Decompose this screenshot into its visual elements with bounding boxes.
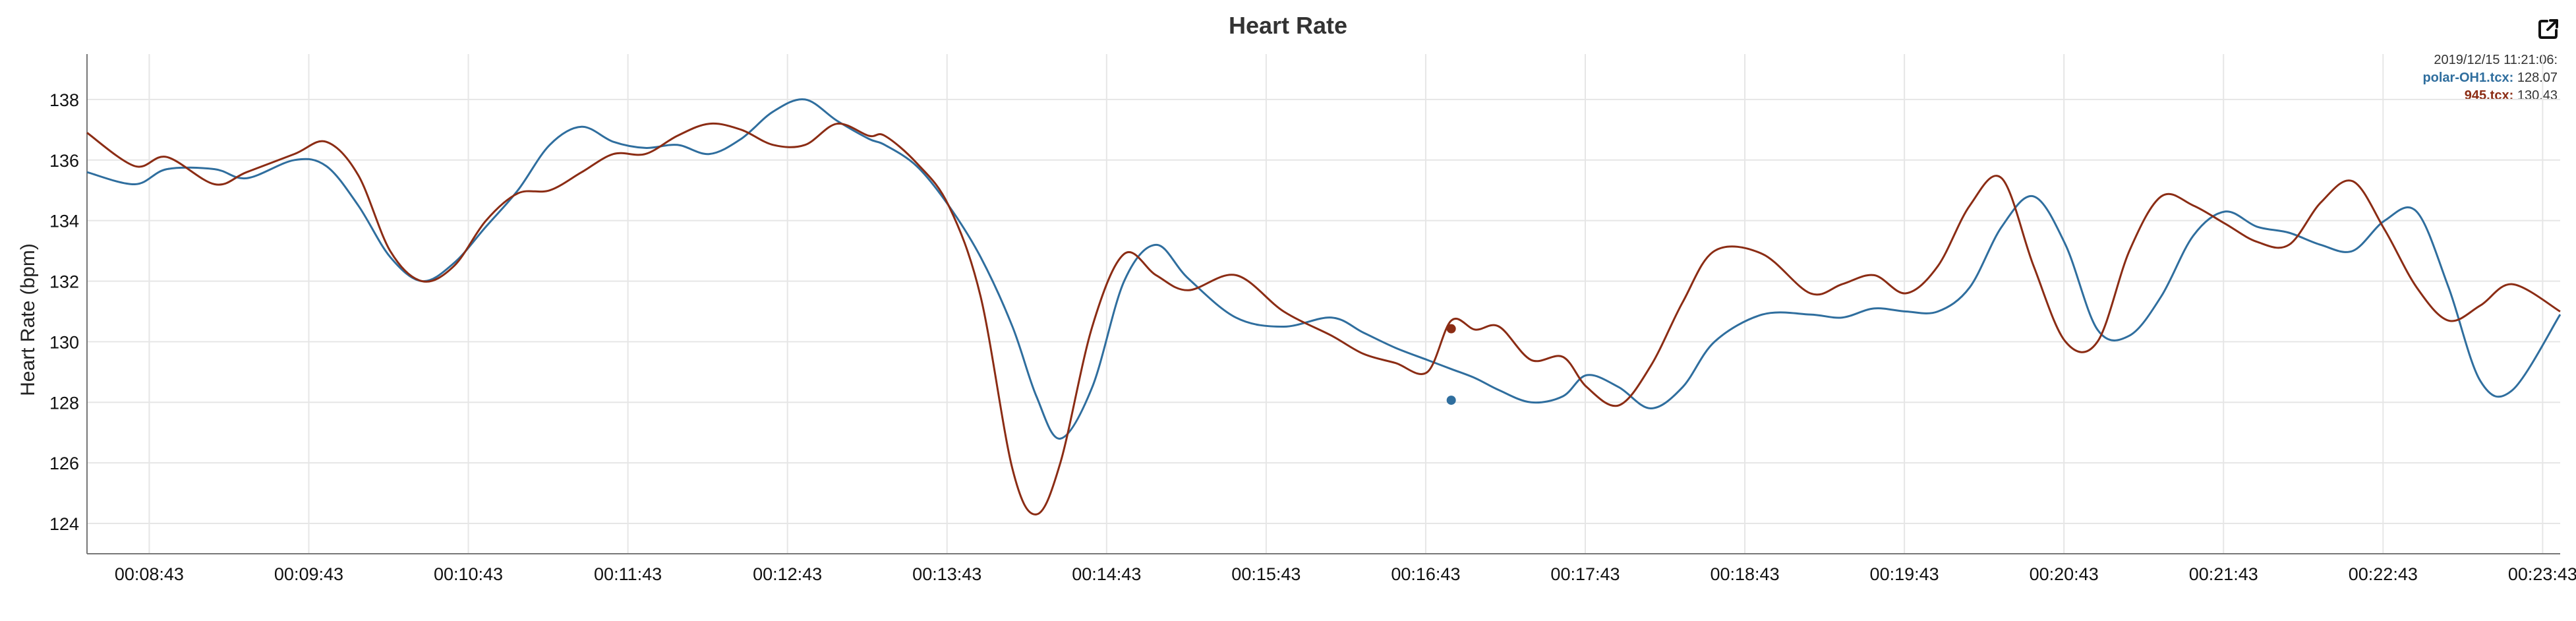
y-tick-label: 138	[49, 90, 79, 110]
x-tick-label: 00:13:43	[912, 564, 981, 584]
series-line-polar	[86, 98, 2561, 440]
y-tick-label: 132	[49, 272, 79, 292]
y-tick-label: 128	[49, 393, 79, 413]
y-tick-label: 126	[49, 454, 79, 473]
x-tick-label: 00:08:43	[115, 564, 184, 584]
x-tick-label: 00:09:43	[274, 564, 343, 584]
hover-point-945	[1446, 324, 1456, 334]
legend-entry-polar: polar-OH1.tcx: 128.07	[2422, 71, 2558, 85]
y-tick-label: 124	[49, 514, 79, 534]
x-tick-label: 00:14:43	[1072, 564, 1141, 584]
x-tick-label: 00:17:43	[1550, 564, 1620, 584]
hover-point-polar	[1446, 396, 1456, 405]
y-tick-label: 130	[49, 332, 79, 352]
external-link-icon	[2538, 19, 2558, 39]
x-tick-label: 00:18:43	[1710, 564, 1779, 584]
x-tick-label: 00:23:43	[2508, 564, 2576, 584]
x-tick-label: 00:16:43	[1391, 564, 1460, 584]
x-tick-label: 00:11:43	[594, 564, 662, 584]
series-line-945	[86, 122, 2561, 516]
x-tick-label: 00:22:43	[2349, 564, 2418, 584]
y-axis-label: Heart Rate (bpm)	[17, 243, 39, 396]
x-tick-label: 00:19:43	[1870, 564, 1939, 584]
legend-time: 2019/12/15 11:21:06:	[2434, 53, 2558, 67]
x-tick-label: 00:15:43	[1231, 564, 1301, 584]
x-tick-label: 00:10:43	[434, 564, 503, 584]
legend-series-value-polar: 128.07	[2517, 71, 2558, 85]
chart-title: Heart Rate	[1228, 12, 1348, 39]
export-button[interactable]	[2536, 17, 2560, 41]
y-tick-label: 136	[49, 151, 79, 171]
x-tick-label: 00:21:43	[2189, 564, 2258, 584]
y-tick-label: 134	[49, 212, 79, 231]
x-tick-label: 00:20:43	[2030, 564, 2099, 584]
legend-series-name-polar: polar-OH1.tcx	[2422, 71, 2509, 85]
x-tick-label: 00:12:43	[753, 564, 822, 584]
